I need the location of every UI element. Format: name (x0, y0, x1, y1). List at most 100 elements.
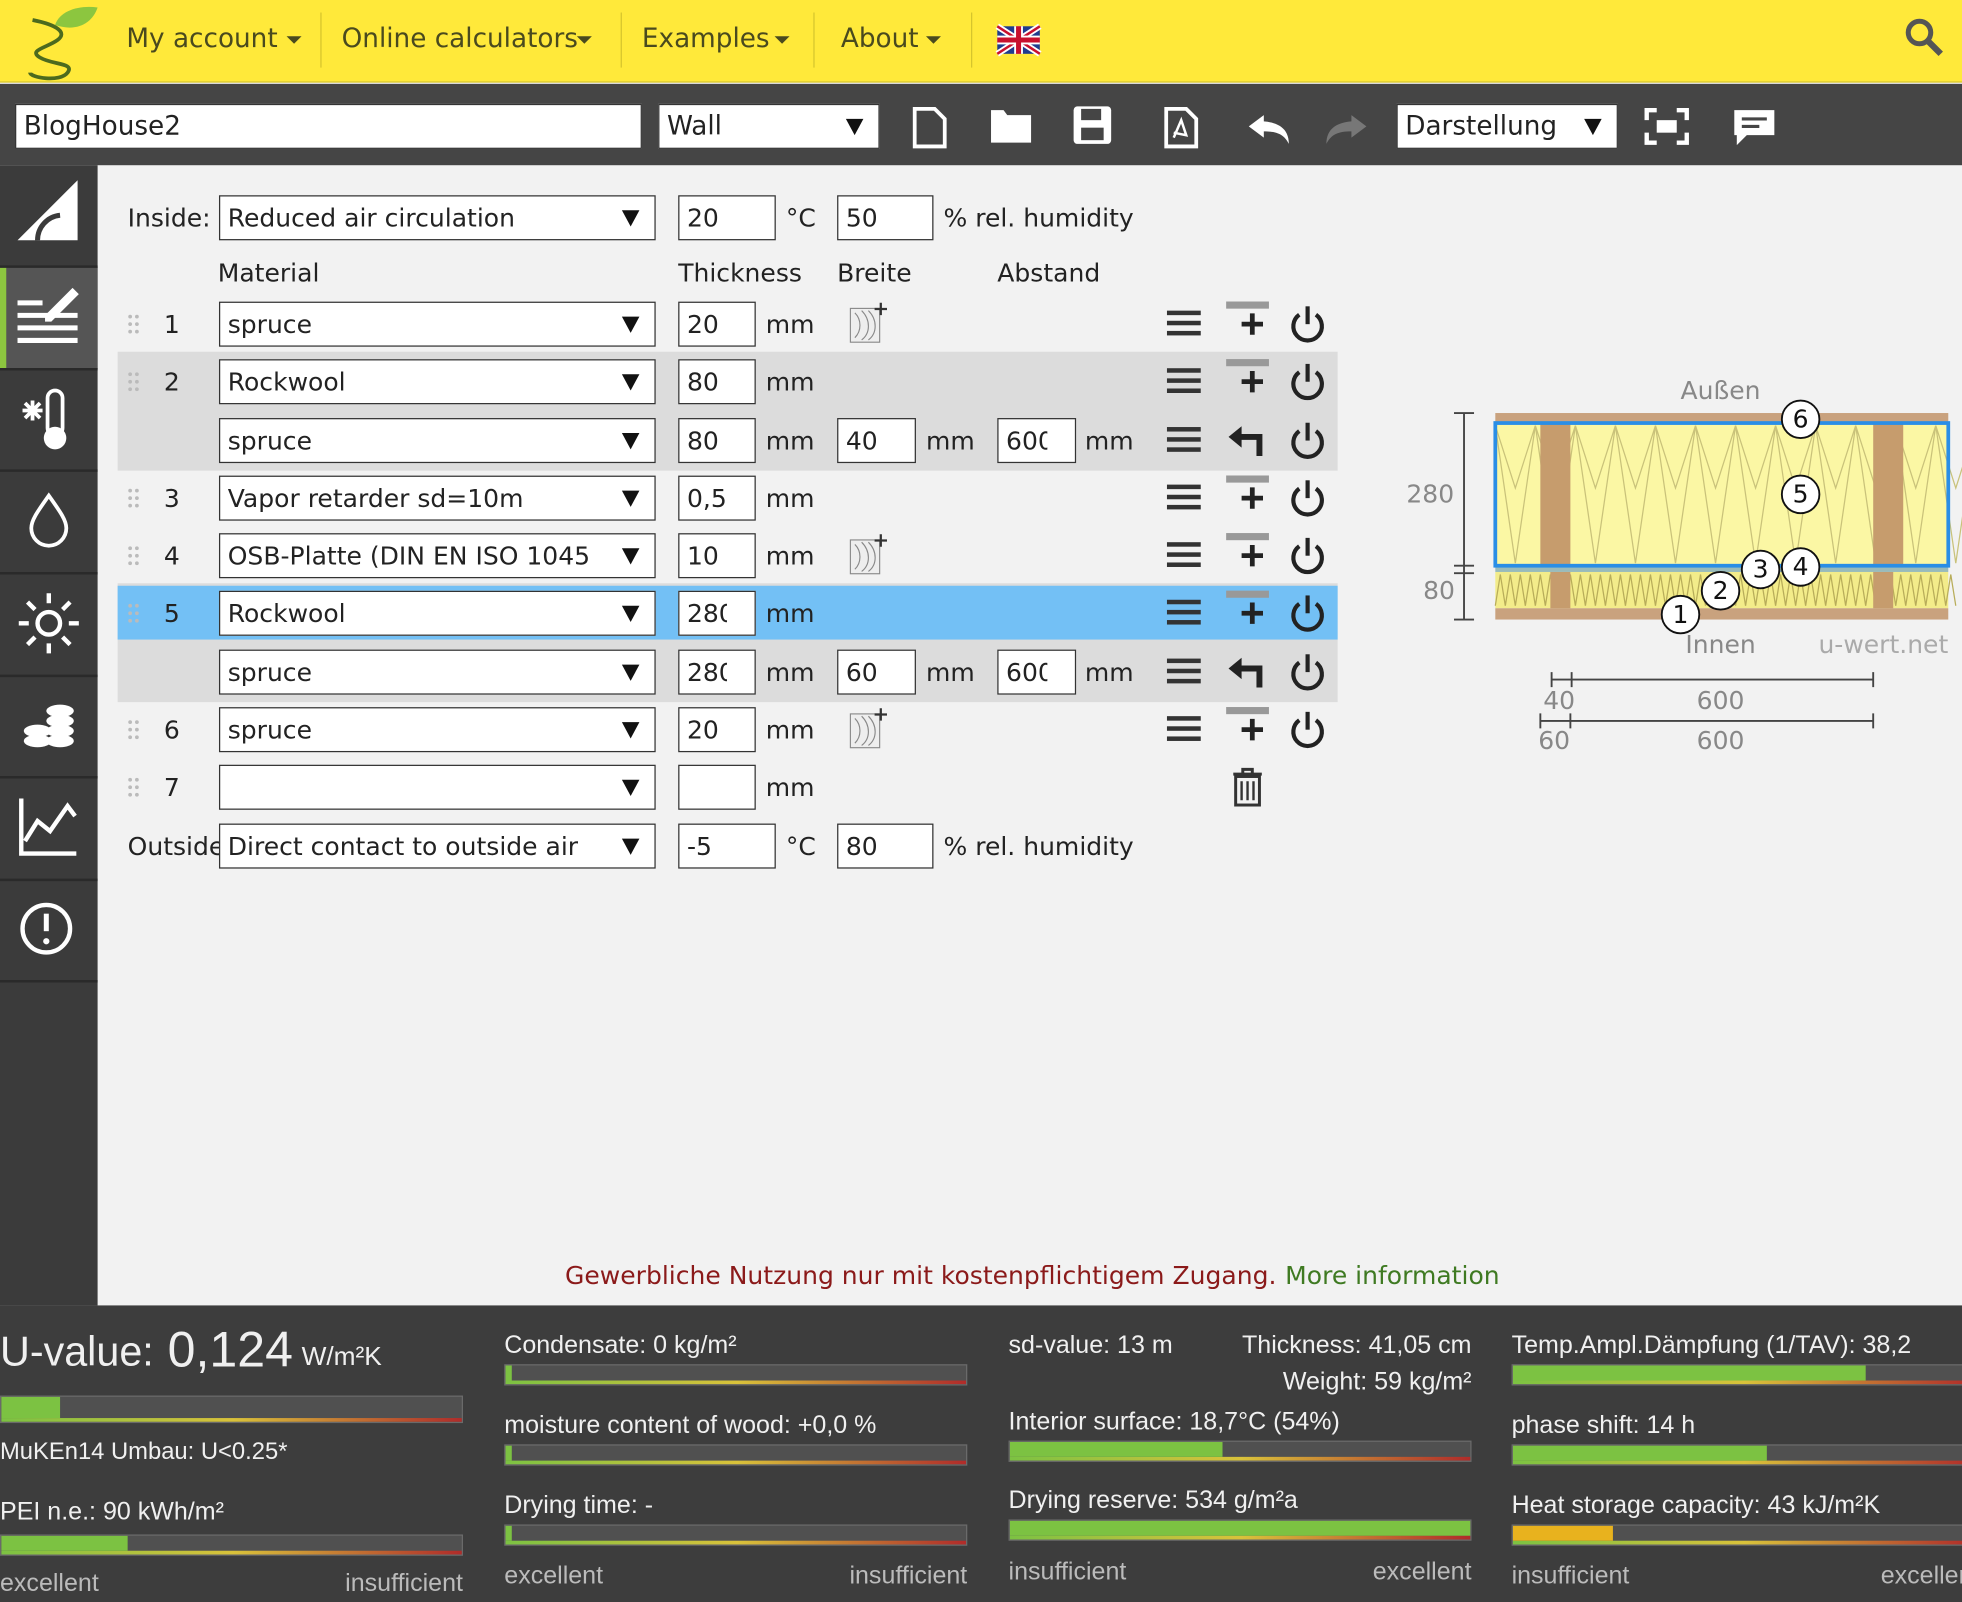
pdf-icon[interactable] (1164, 107, 1199, 149)
drag-handle[interactable] (119, 599, 149, 629)
toggle-layer-icon[interactable] (1284, 300, 1332, 348)
drag-handle[interactable] (119, 714, 149, 744)
texture-icon[interactable] (846, 531, 891, 581)
thickness-input[interactable] (678, 301, 756, 347)
nav-menu[interactable]: About (840, 23, 919, 54)
tab-sun[interactable] (18, 593, 79, 654)
thickness-input[interactable] (678, 591, 756, 637)
redo-icon[interactable] (1326, 115, 1367, 144)
toggle-layer-icon[interactable] (1284, 358, 1332, 406)
thickness-input[interactable] (678, 359, 756, 405)
layer-menu-icon[interactable] (1162, 707, 1207, 752)
fullscreen-icon[interactable] (1644, 107, 1689, 145)
layer-menu-icon[interactable] (1162, 360, 1207, 405)
nav-menu[interactable]: My account (126, 23, 278, 54)
comment-icon[interactable] (1734, 110, 1775, 146)
scale-bad: insufficient (849, 1561, 968, 1590)
add-inhomogeneous-icon[interactable] (1224, 704, 1272, 752)
thickness-input[interactable] (678, 417, 756, 463)
tab-temperature[interactable] (22, 388, 67, 450)
material-select[interactable] (218, 533, 656, 579)
humidity-input[interactable] (837, 195, 934, 241)
spacing-unit: mm (1084, 656, 1134, 687)
logo[interactable] (18, 3, 101, 81)
add-inhomogeneous-icon[interactable] (1224, 357, 1272, 405)
view-select[interactable] (1396, 103, 1618, 149)
humidity-input[interactable] (837, 823, 934, 869)
layer-menu-icon-part (1166, 657, 1201, 663)
temperature-input[interactable] (678, 195, 776, 241)
layer-menu-icon-part (1166, 504, 1201, 510)
search-icon[interactable] (1904, 18, 1944, 58)
tab-moisture[interactable] (29, 492, 69, 548)
drag-handle[interactable] (119, 367, 149, 397)
tab-layers[interactable] (17, 287, 79, 343)
open-icon[interactable] (991, 110, 1032, 143)
add-inhomogeneous-icon[interactable] (1224, 473, 1272, 521)
component-select[interactable] (658, 103, 880, 149)
drag-handle[interactable] (119, 483, 149, 513)
temperature-input[interactable] (678, 823, 776, 869)
thickness-input[interactable] (678, 533, 756, 579)
climate-select[interactable] (218, 195, 656, 241)
layer-menu-icon[interactable] (1162, 417, 1207, 462)
remove-inhomogeneous-icon[interactable] (1224, 415, 1272, 463)
project-name-input[interactable] (15, 103, 642, 149)
more-info-link[interactable]: More information (1285, 1260, 1500, 1291)
width-input[interactable] (837, 648, 916, 695)
material-select[interactable] (218, 359, 656, 405)
spacing-input[interactable] (997, 648, 1077, 695)
layer-menu-icon[interactable] (1162, 591, 1207, 636)
component-select-text: Wall (666, 110, 722, 141)
width-input[interactable] (837, 417, 916, 463)
layer-menu-icon[interactable] (1162, 475, 1207, 520)
layer-menu-icon-part (1166, 725, 1201, 731)
toggle-layer-icon[interactable] (1284, 648, 1332, 696)
nav-menu[interactable]: Online calculators (341, 23, 578, 54)
drag-handle[interactable] (119, 309, 149, 339)
layer-menu-icon[interactable] (1162, 649, 1207, 694)
thickness-input[interactable] (678, 764, 756, 810)
thickness-input[interactable] (678, 648, 756, 695)
add-inhomogeneous-icon[interactable] (1224, 531, 1272, 579)
remove-inhomogeneous-icon[interactable] (1224, 646, 1272, 694)
material-select[interactable] (218, 706, 656, 752)
tab-costs[interactable] (23, 704, 74, 748)
drag-handle[interactable] (119, 772, 149, 802)
toggle-layer-icon[interactable] (1284, 590, 1332, 638)
layer-menu-icon[interactable] (1162, 533, 1207, 578)
material-select[interactable] (218, 648, 656, 695)
undo-icon[interactable] (1248, 115, 1289, 144)
save-icon[interactable] (1073, 106, 1112, 144)
toggle-layer-icon[interactable] (1284, 706, 1332, 754)
flag[interactable] (995, 23, 1042, 57)
material-select[interactable] (218, 475, 656, 521)
texture-icon[interactable] (846, 299, 891, 349)
add-inhomogeneous-icon[interactable] (1224, 589, 1272, 637)
toggle-layer-icon[interactable] (1284, 474, 1332, 522)
tab-warnings[interactable] (20, 902, 73, 955)
tab-chart[interactable] (19, 798, 77, 856)
new-file-icon[interactable] (912, 107, 947, 149)
drag-handle-part (135, 727, 139, 732)
toggle-layer-icon[interactable] (1284, 532, 1332, 580)
thickness-input[interactable] (678, 475, 756, 521)
nav-menu[interactable]: Examples (641, 23, 770, 54)
drag-handle-part (135, 561, 139, 566)
delete-icon[interactable] (1224, 762, 1272, 810)
material-select[interactable] (218, 764, 656, 810)
tab-geometry[interactable] (17, 180, 78, 241)
layer-menu-icon[interactable] (1162, 302, 1207, 347)
toggle-layer-icon[interactable] (1284, 416, 1332, 464)
thickness-input[interactable] (678, 706, 756, 752)
texture-icon[interactable] (846, 704, 891, 754)
material-select[interactable] (218, 591, 656, 637)
drag-handle[interactable] (119, 541, 149, 571)
material-select[interactable] (218, 417, 656, 463)
add-inhomogeneous-icon[interactable] (1224, 299, 1272, 347)
climate-select[interactable] (218, 823, 656, 869)
spacing-input[interactable] (997, 417, 1077, 463)
dropdown-arrow (621, 374, 640, 391)
toggle-layer-icon-part (1291, 660, 1324, 690)
material-select[interactable] (218, 301, 656, 347)
